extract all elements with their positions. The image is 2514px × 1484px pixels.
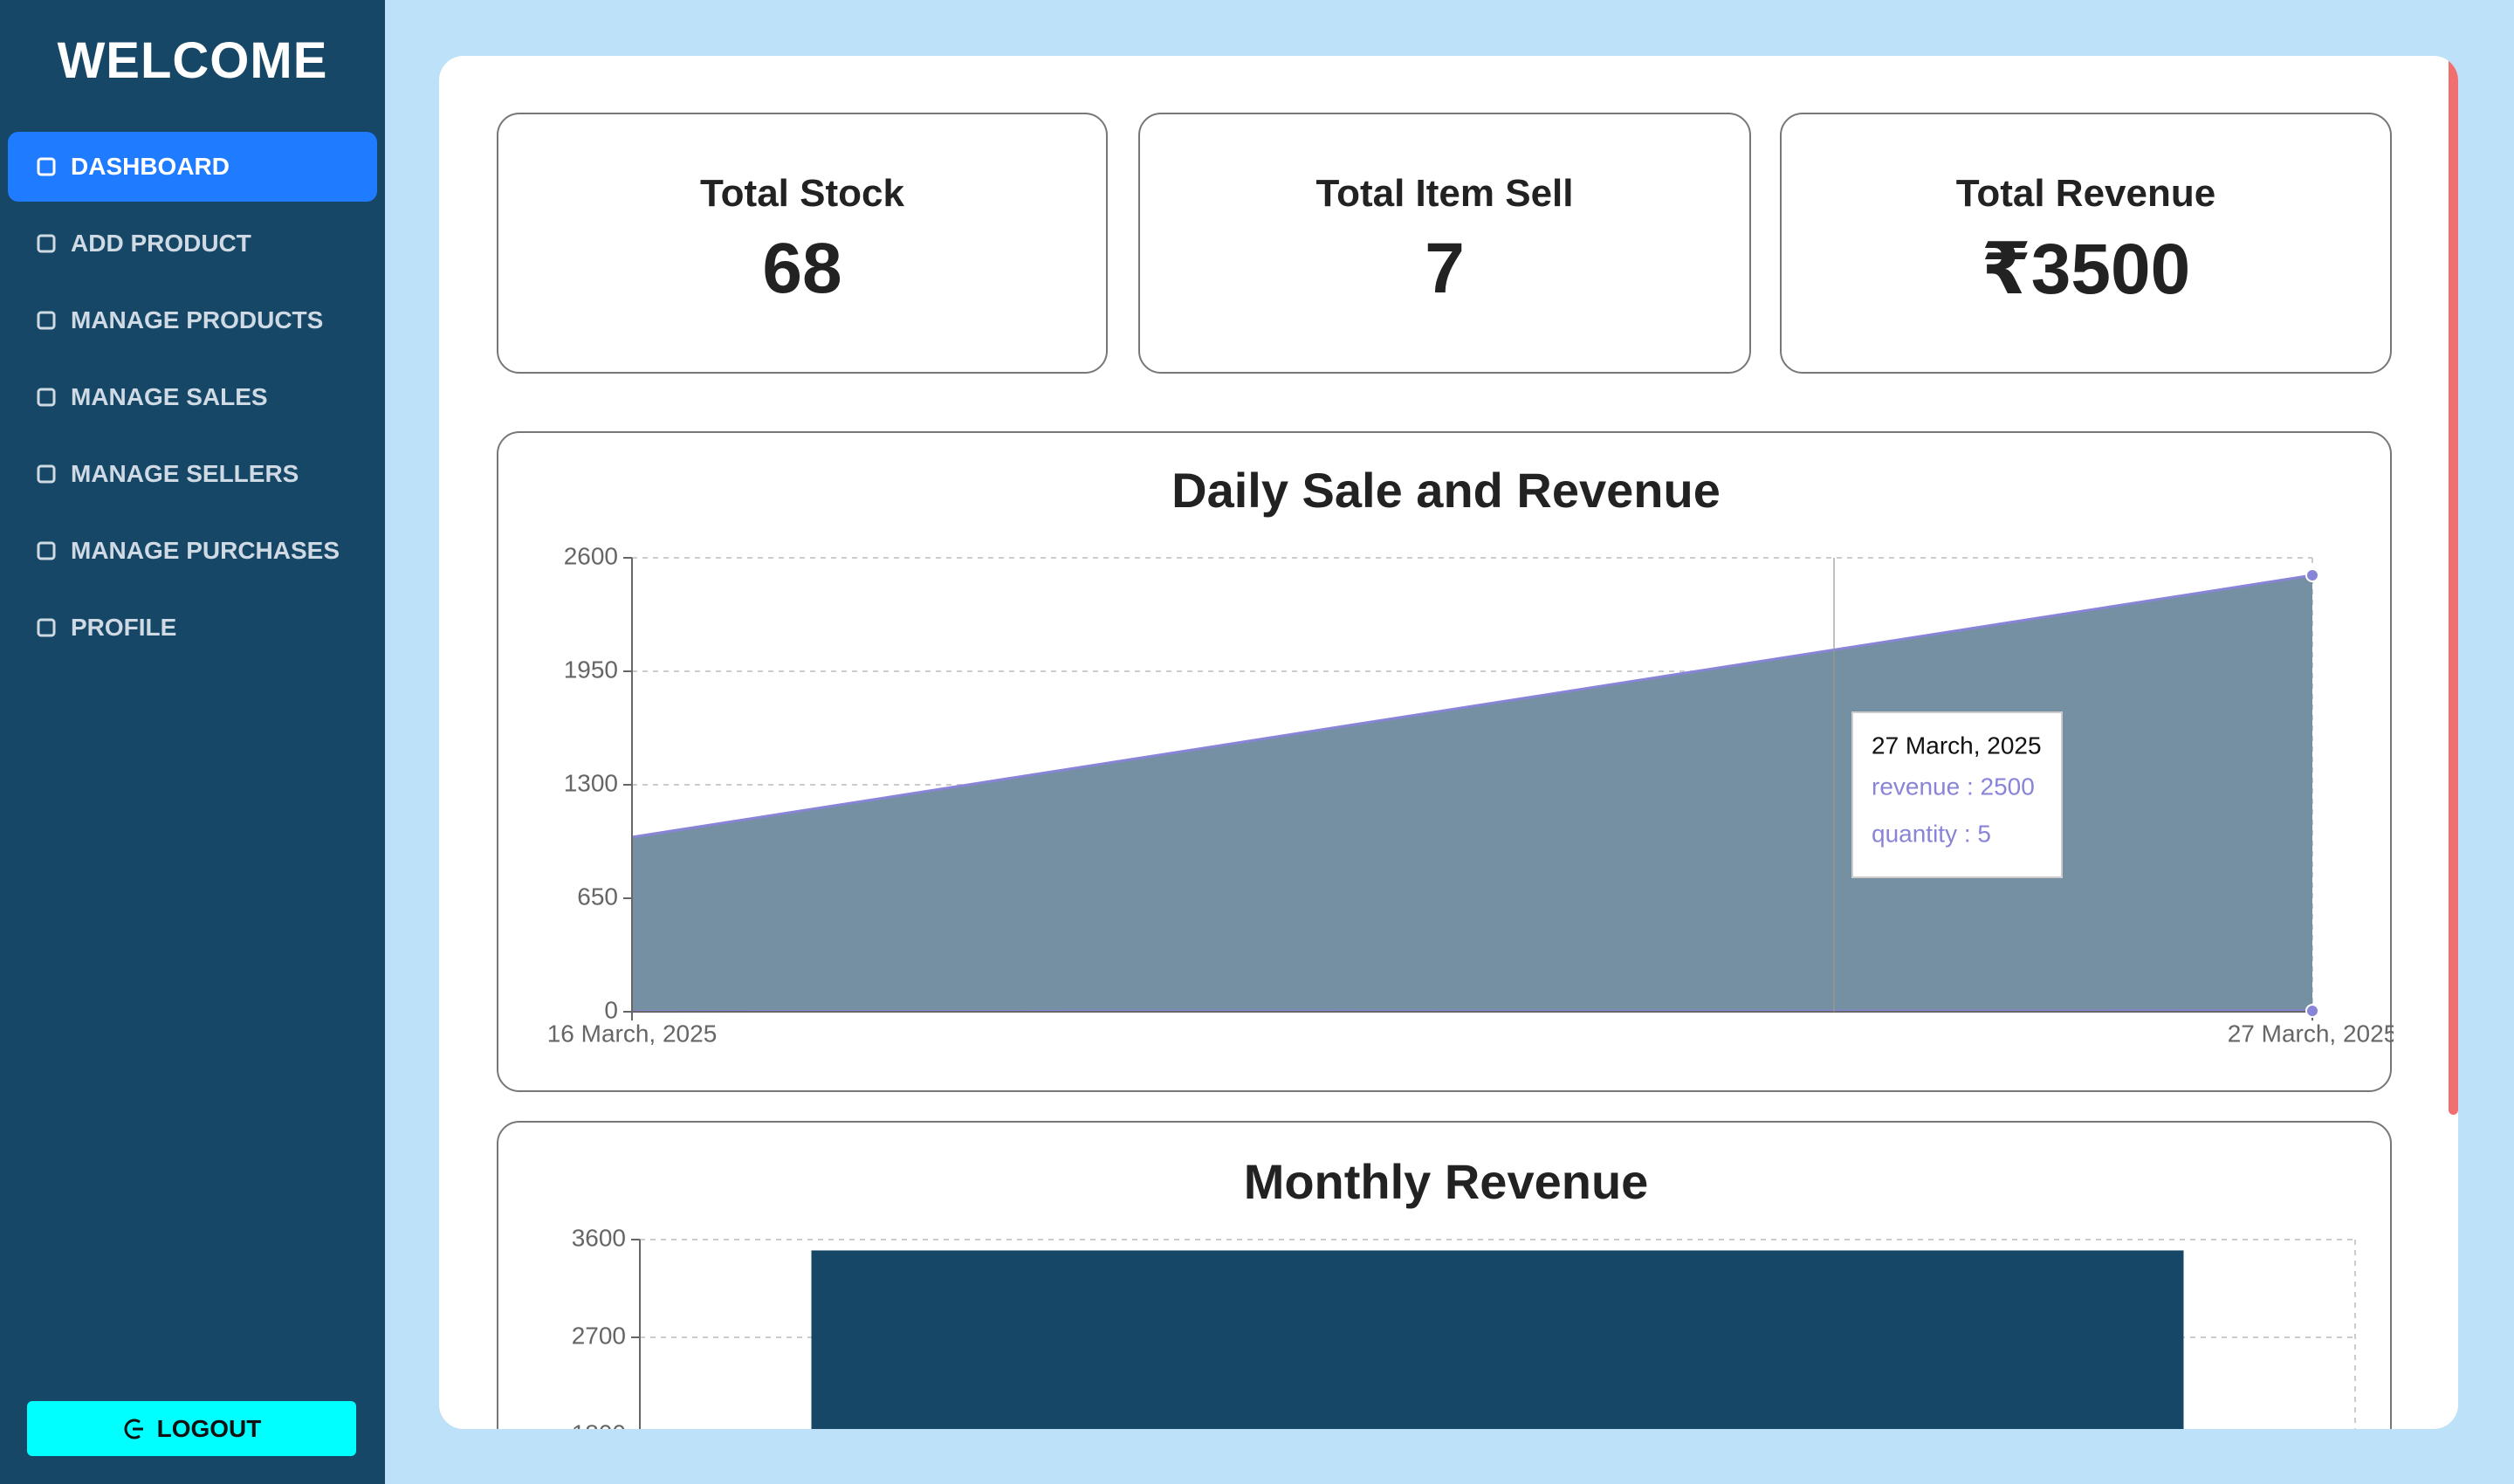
stat-value: 7	[1425, 229, 1465, 308]
icon-shape	[37, 311, 56, 330]
stat-card: Total Revenue ₹3500	[1780, 113, 2392, 374]
stat-label: Total Item Sell	[1315, 172, 1574, 215]
active-dot	[2305, 1004, 2319, 1018]
tooltip-line: revenue : 2500	[1872, 773, 2035, 800]
stat-value: ₹3500	[1981, 230, 2191, 309]
y-tick-label: 1950	[564, 656, 618, 683]
chart-card: Monthly Revenue0900180027003600	[497, 1121, 2392, 1429]
y-tick-label: 0	[604, 996, 618, 1023]
nav-icon	[37, 388, 56, 407]
y-tick-label: 1300	[564, 769, 618, 796]
chart-card: Daily Sale and Revenue 0 650 1300 1950 2600 16…	[497, 431, 2394, 1092]
stat-card: Total Stock 68	[497, 113, 1108, 374]
y-tick-label: 650	[577, 883, 618, 910]
y-tick-label: 2700	[572, 1322, 626, 1349]
active-dot	[2305, 568, 2319, 582]
chart-title: Monthly Revenue	[1244, 1154, 1649, 1209]
icon-shape	[37, 157, 56, 176]
tooltip-line: quantity : 5	[1872, 820, 1991, 847]
icon-shape	[37, 388, 56, 407]
nav-item[interactable]: ADD PRODUCT	[8, 209, 377, 278]
nav-label: MANAGE SELLERS	[71, 460, 299, 487]
area-line	[631, 574, 2313, 839]
stat-value: 68	[762, 229, 842, 308]
nav-item[interactable]: MANAGE SALES	[8, 362, 377, 432]
y-tick-label: 3600	[572, 1224, 626, 1251]
nav-item[interactable]: MANAGE PURCHASES	[8, 516, 377, 586]
nav-icon	[37, 234, 56, 253]
y-tick-label: 2600	[564, 542, 618, 569]
scrollbar[interactable]	[2449, 56, 2458, 1115]
nav-label: PROFILE	[71, 614, 177, 641]
nav-item[interactable]: MANAGE SELLERS	[8, 439, 377, 509]
sidebar-title: WELCOME	[57, 32, 328, 89]
area-fill	[632, 575, 2312, 1012]
y-tick-label: 1800	[572, 1419, 626, 1429]
nav-icon	[37, 618, 56, 637]
nav-icon	[37, 541, 56, 560]
nav-label: MANAGE PRODUCTS	[71, 306, 324, 333]
stat-card: Total Item Sell 7	[1138, 113, 1751, 374]
chart-title: Daily Sale and Revenue	[1171, 463, 1721, 518]
x-tick-label: 16 March, 2025	[547, 1020, 718, 1047]
main-panel: Total Stock 68 Total Item Sell 7 Total R…	[439, 56, 2458, 1429]
nav-item[interactable]: MANAGE PRODUCTS	[8, 285, 377, 355]
tooltip-box	[1851, 711, 2063, 878]
chart: Monthly Revenue0900180027003600	[572, 1154, 2356, 1429]
logout-icon	[124, 1419, 143, 1439]
logout-button[interactable]: LOGOUT	[27, 1401, 356, 1456]
icon-shape	[37, 541, 56, 560]
nav-label: ADD PRODUCT	[71, 230, 251, 257]
nav-item[interactable]: PROFILE	[8, 593, 377, 663]
logout-label: LOGOUT	[156, 1414, 262, 1442]
tooltip-title: 27 March, 2025	[1872, 732, 2042, 759]
icon-shape	[37, 234, 56, 253]
nav-icon	[37, 311, 56, 330]
stat-label: Total Revenue	[1955, 172, 2216, 215]
nav-icon	[37, 464, 56, 484]
nav-icon	[37, 157, 56, 176]
chart: Daily Sale and Revenue 0 650 1300 1950 2600 16…	[547, 463, 2394, 1048]
sidebar: WELCOME LOGOUT DASHBOARD ADD PRODUCT MANAG…	[0, 0, 385, 1484]
stat-label: Total Stock	[700, 172, 904, 215]
icon-shape	[37, 464, 56, 484]
icon-shape	[37, 618, 56, 637]
bar	[811, 1250, 2184, 1429]
x-tick-label: 27 March, 2025	[2228, 1020, 2394, 1047]
nav-label: MANAGE SALES	[71, 383, 268, 410]
nav-item[interactable]: DASHBOARD	[8, 132, 377, 202]
nav-label: DASHBOARD	[71, 153, 230, 180]
nav-label: MANAGE PURCHASES	[71, 537, 340, 564]
